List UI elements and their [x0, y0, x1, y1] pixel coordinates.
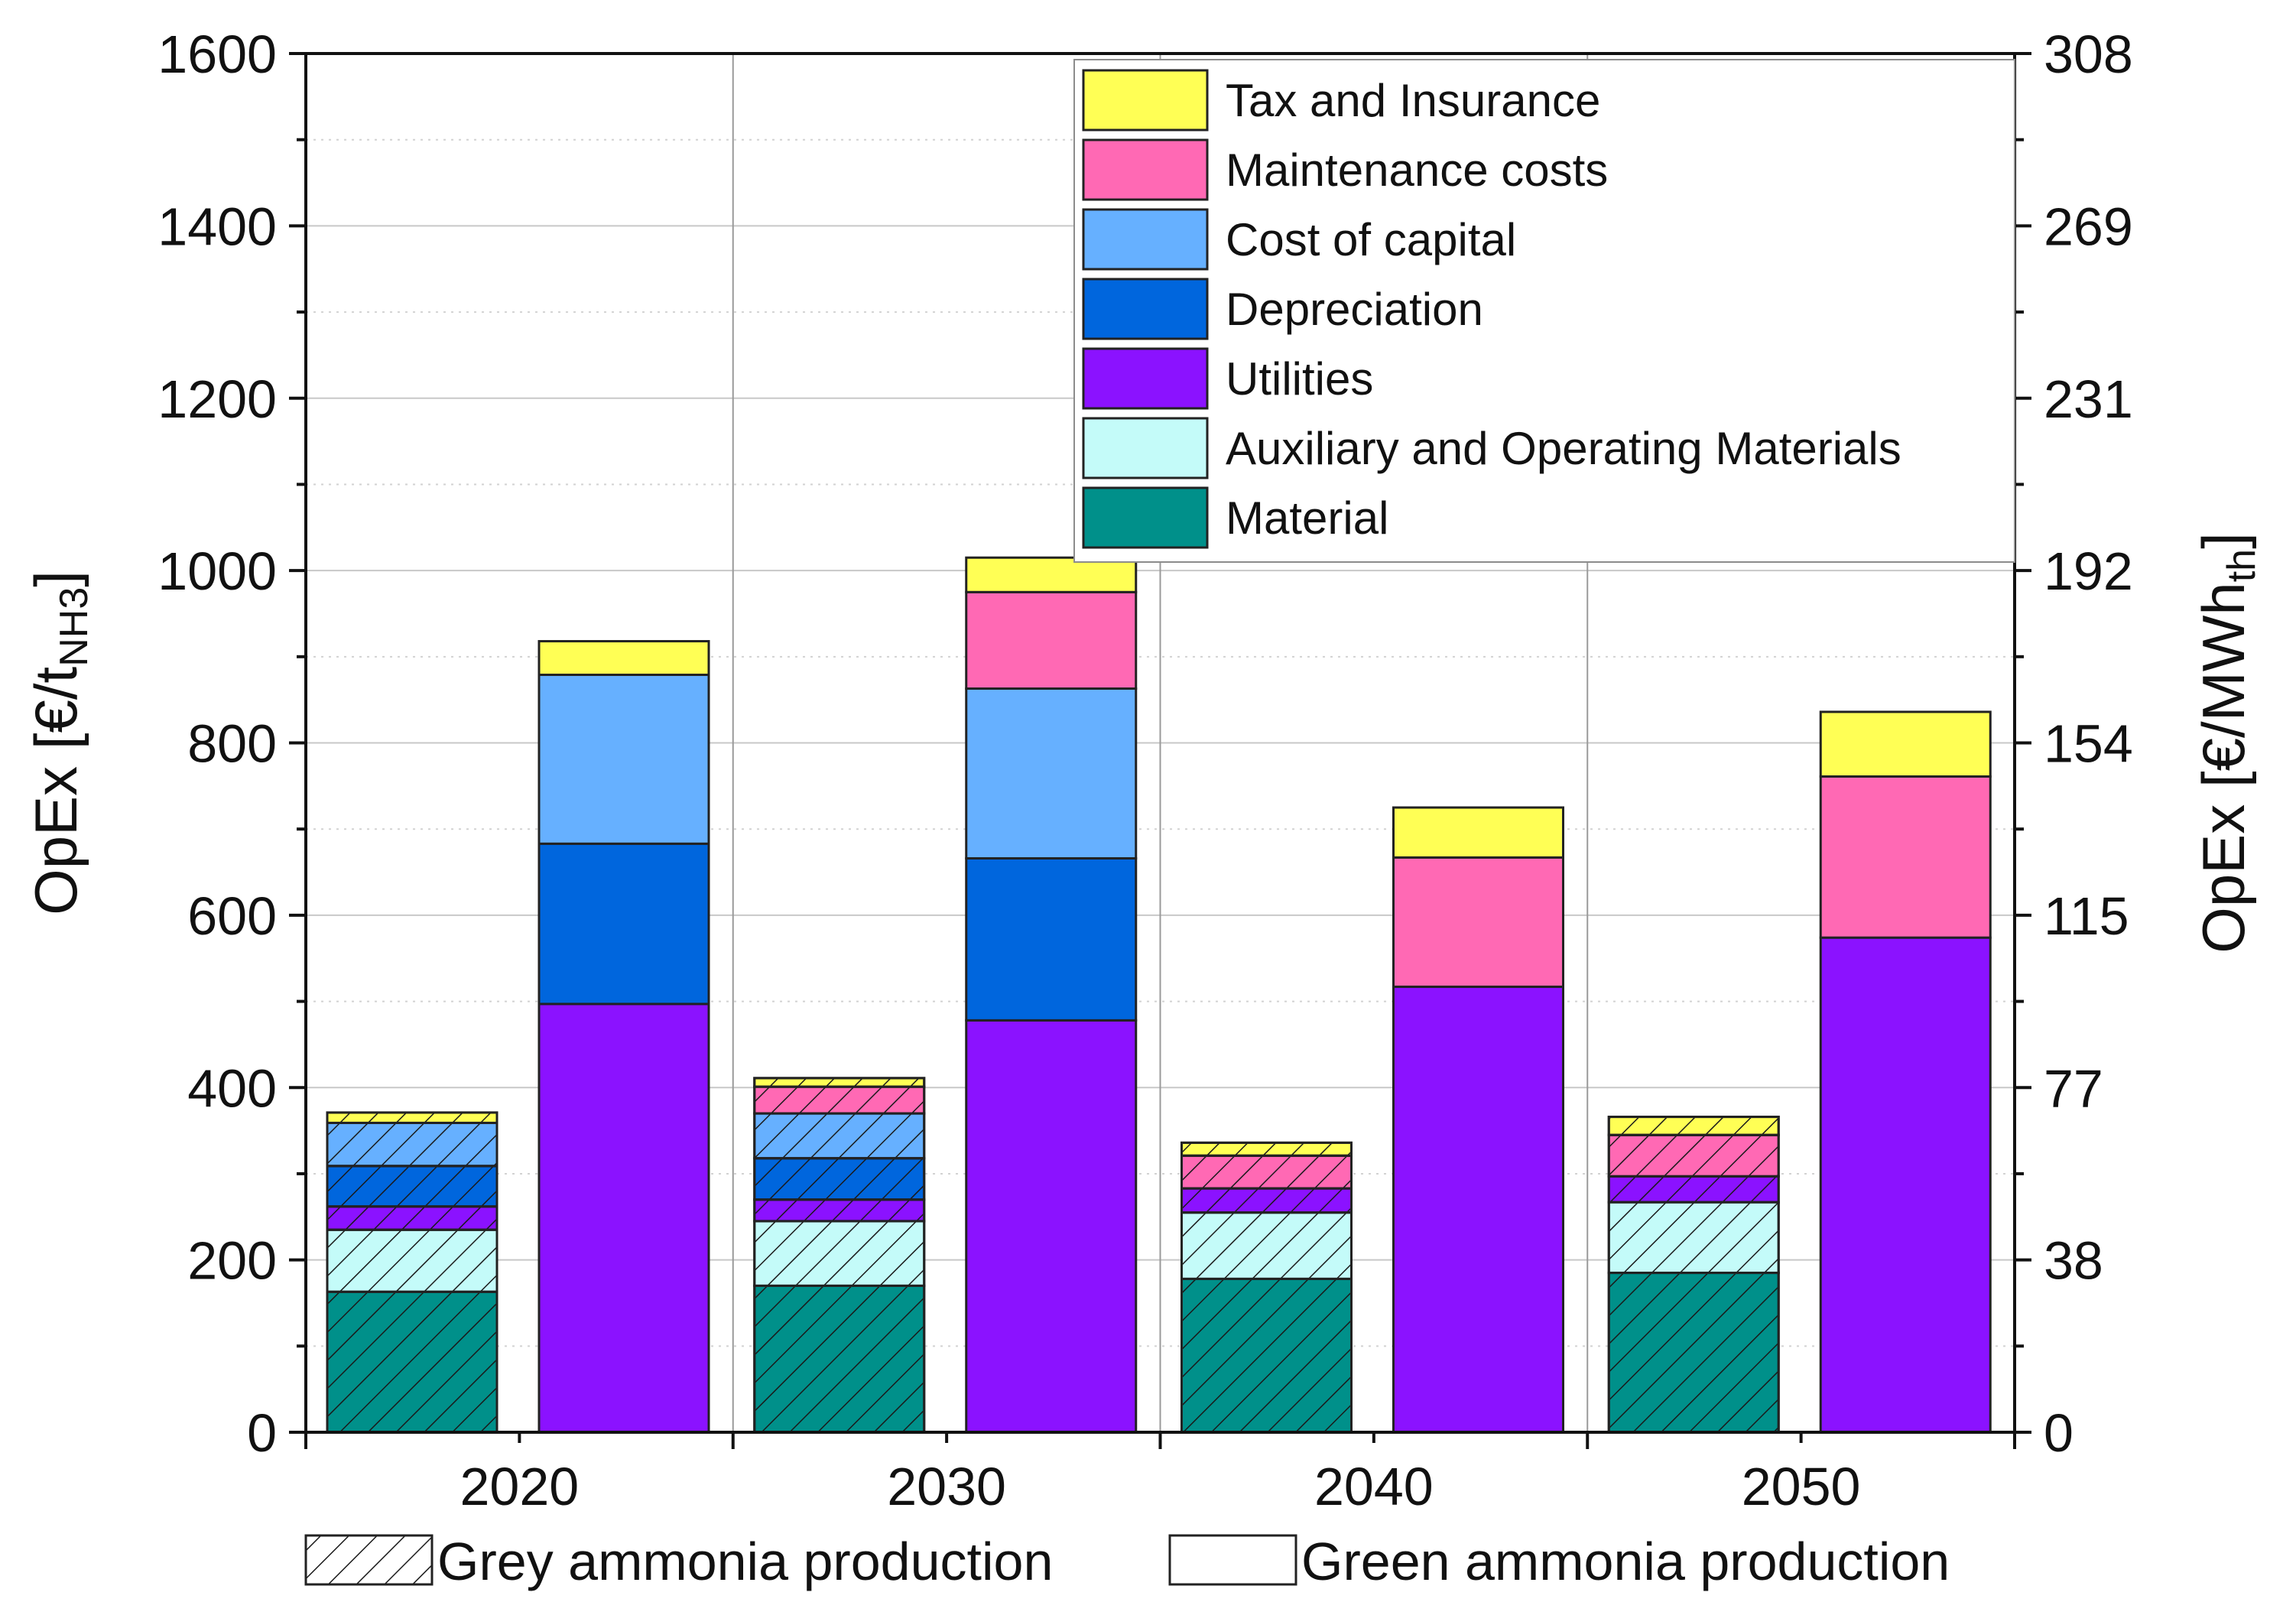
- bar-2020-green-tax-and-insurance: [537, 640, 710, 676]
- y-tick-label: 1600: [158, 24, 277, 84]
- legend-box: [1073, 59, 2015, 563]
- legend-swatch-depreciation: [1082, 278, 1209, 340]
- bar-2030-grey-maintenance-costs-hatch: [753, 1085, 926, 1115]
- bottom-legend: Grey ammonia production Green ammonia pro…: [304, 1532, 1950, 1591]
- y-tick-label: 1000: [158, 541, 277, 601]
- bar-2040-green-maintenance-costs: [1392, 856, 1564, 988]
- bottom-legend-label-green-ammonia-production: Green ammonia production: [1301, 1532, 1950, 1591]
- bar-2020-grey-material-hatch: [326, 1290, 498, 1434]
- legend-swatch-tax-and-insurance: [1082, 69, 1209, 132]
- y-axis-title: OpEx [€/tNH3]: [22, 570, 96, 915]
- x-tick-label-2030: 2030: [887, 1457, 1006, 1516]
- bar-2050-green-maintenance-costs: [1819, 775, 1992, 939]
- y2-tick-label: 115: [2044, 886, 2129, 946]
- bar-2050-grey-maintenance-costs-hatch: [1607, 1133, 1780, 1178]
- bar-2030-grey-tax-and-insurance-hatch: [753, 1077, 926, 1088]
- bar-2040-grey-auxiliary-and-operating-materials-hatch: [1180, 1211, 1353, 1280]
- y-tick-label: 400: [187, 1058, 277, 1118]
- bar-2030-grey-material-hatch: [753, 1284, 926, 1434]
- bar-2050-green-utilities: [1819, 936, 1992, 1434]
- x-tick-label-2050: 2050: [1742, 1457, 1861, 1516]
- bar-2030-green-maintenance-costs: [965, 590, 1138, 691]
- legend-swatch-cost-of-capital: [1082, 208, 1209, 271]
- legend-label-material: Material: [1226, 492, 1388, 544]
- bar-2040-grey-tax-and-insurance-hatch: [1180, 1141, 1353, 1157]
- bar-2030-grey-depreciation-hatch: [753, 1157, 926, 1201]
- legend-label-auxiliary-and-operating-materials: Auxiliary and Operating Materials: [1226, 423, 1901, 474]
- y2-tick-label: 77: [2044, 1058, 2103, 1118]
- x-tick-label-2040: 2040: [1314, 1457, 1434, 1516]
- bottom-legend-swatch-hatch: [304, 1534, 434, 1586]
- bar-2050-grey-auxiliary-and-operating-materials-hatch: [1607, 1201, 1780, 1275]
- bar-2030-green-utilities: [965, 1019, 1138, 1434]
- bar-2020-grey-depreciation-hatch: [326, 1165, 498, 1208]
- legend-swatch-material: [1082, 486, 1209, 549]
- y-tick-label: 200: [187, 1231, 277, 1291]
- bar-2040-grey-material-hatch: [1180, 1277, 1353, 1434]
- x-tick-label-2020: 2020: [460, 1457, 580, 1516]
- y2-tick-label: 269: [2044, 197, 2133, 256]
- bar-2020-green-depreciation: [537, 842, 710, 1006]
- bar-2020-grey-utilities-hatch: [326, 1205, 498, 1231]
- y2-tick-label: 154: [2044, 714, 2133, 774]
- bar-2030-grey-auxiliary-and-operating-materials-hatch: [753, 1220, 926, 1287]
- legend-swatch-maintenance-costs: [1082, 138, 1209, 201]
- y2-tick-label: 231: [2044, 369, 2133, 429]
- legend: Tax and Insurance Maintenance costs Cost o…: [1073, 59, 2015, 563]
- bar-2020-grey-tax-and-insurance-hatch: [326, 1111, 498, 1124]
- y2-tick-label: 0: [2044, 1403, 2074, 1463]
- bar-2050-green-tax-and-insurance: [1819, 710, 1992, 778]
- bottom-legend-label-grey-ammonia-production: Grey ammonia production: [437, 1532, 1053, 1591]
- bar-2030-green-depreciation: [965, 857, 1138, 1022]
- legend-label-depreciation: Depreciation: [1226, 284, 1483, 335]
- y-tick-label: 1400: [158, 197, 277, 256]
- y-tick-label: 1200: [158, 369, 277, 429]
- bar-2050-grey-material-hatch: [1607, 1272, 1780, 1434]
- legend-swatch-auxiliary-and-operating-materials: [1082, 417, 1209, 479]
- bar-2030-grey-utilities-hatch: [753, 1198, 926, 1223]
- bar-2020-grey-auxiliary-and-operating-materials-hatch: [326, 1228, 498, 1293]
- bar-2040-green-tax-and-insurance: [1392, 806, 1564, 859]
- y-tick-label: 0: [247, 1403, 277, 1463]
- bar-2020-green-cost-of-capital: [537, 673, 710, 845]
- bar-2020-grey-cost-of-capital-hatch: [326, 1121, 498, 1168]
- axes-layer: 0 0 200 38 400 77 600 115 800 154 1000 192 1200 231 14…: [22, 24, 2264, 1516]
- bars-layer: [326, 556, 1992, 1434]
- legend-label-tax-and-insurance: Tax and Insurance: [1226, 75, 1600, 126]
- legend-label-utilities: Utilities: [1226, 353, 1373, 405]
- bar-2030-green-tax-and-insurance: [965, 556, 1138, 593]
- bar-2040-green-utilities: [1392, 985, 1564, 1434]
- bar-2050-grey-tax-and-insurance-hatch: [1607, 1116, 1780, 1136]
- bar-2040-grey-utilities-hatch: [1180, 1187, 1353, 1214]
- bar-2030-grey-cost-of-capital-hatch: [753, 1112, 926, 1160]
- y-tick-label: 800: [187, 714, 277, 774]
- bottom-legend-swatch-green-ammonia-production: [1168, 1534, 1297, 1586]
- y2-tick-label: 308: [2044, 24, 2133, 84]
- y-tick-label: 600: [187, 886, 277, 946]
- legend-label-cost-of-capital: Cost of capital: [1226, 214, 1516, 265]
- bar-2030-green-cost-of-capital: [965, 687, 1138, 860]
- legend-swatch-utilities: [1082, 347, 1209, 410]
- bar-2020-green-utilities: [537, 1002, 710, 1434]
- bar-2040-grey-maintenance-costs-hatch: [1180, 1154, 1353, 1190]
- y2-tick-label: 192: [2044, 541, 2133, 601]
- bar-2050-grey-utilities-hatch: [1607, 1175, 1780, 1204]
- y2-tick-label: 38: [2044, 1231, 2103, 1291]
- y2-axis-title: OpEx [€/MWhth]: [2190, 532, 2264, 954]
- legend-label-maintenance-costs: Maintenance costs: [1226, 145, 1608, 196]
